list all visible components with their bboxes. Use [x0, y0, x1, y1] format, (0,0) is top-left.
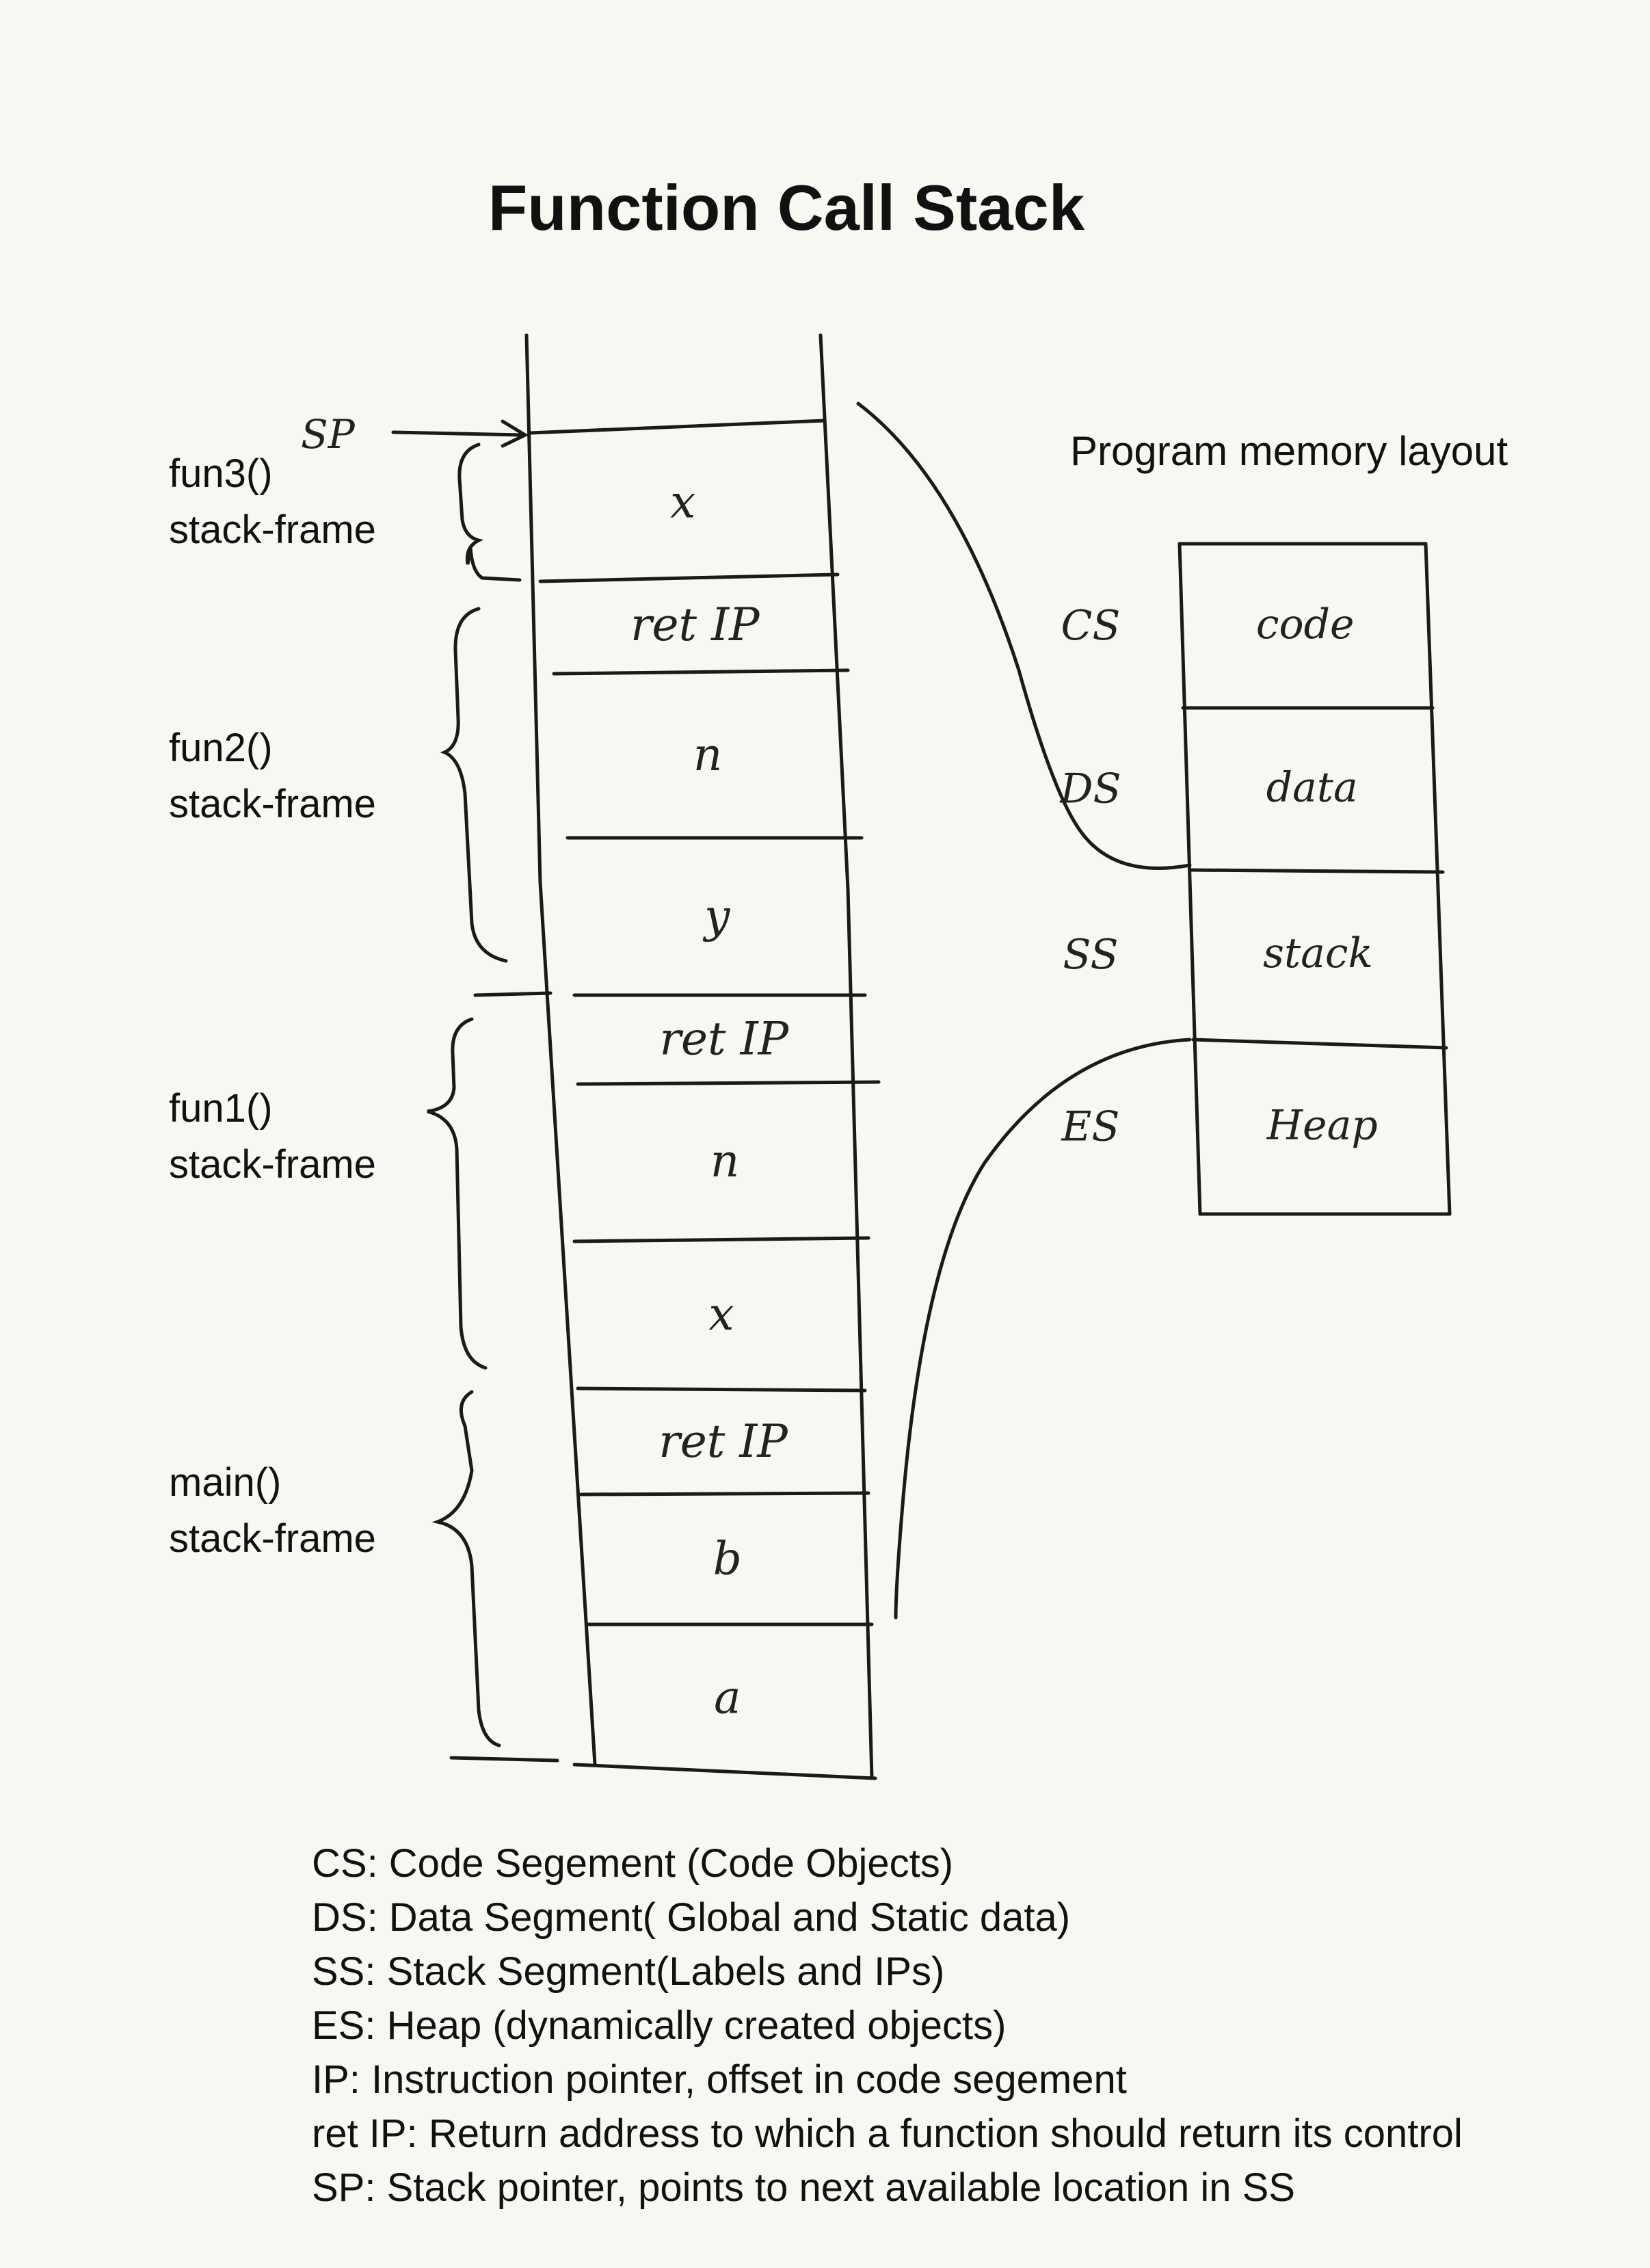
stack-cell-divider — [572, 1236, 870, 1243]
stack-cell-divider — [572, 1763, 877, 1780]
diagram-title: Function Call Stack — [488, 172, 1085, 243]
memory-layout-title: Program memory layout — [1070, 428, 1508, 474]
memory-segment-content: data — [1266, 764, 1358, 812]
memory-segment-content: code — [1256, 601, 1355, 648]
legend-line: ES: Heap (dynamically created objects) — [312, 2003, 1007, 2048]
legend-line: DS: Data Segment( Global and Static data… — [312, 1895, 1071, 1940]
legend-line: SP: Stack pointer, points to next availa… — [312, 2165, 1295, 2210]
brace-main — [431, 1390, 501, 1748]
memory-left-wall — [1177, 542, 1202, 1216]
frame-label-fun3: fun3() stack-frame — [169, 446, 376, 558]
stack-cell-value: ret IP — [630, 598, 760, 651]
frame-label-fun1: fun1() stack-frame — [169, 1081, 376, 1193]
legend-line: SS: Stack Segment(Labels and IPs) — [312, 1949, 945, 1994]
memory-segment-label: ES — [1061, 1103, 1120, 1151]
connector-bottom — [894, 1038, 1192, 1620]
memory-right-wall — [1424, 542, 1452, 1216]
stack-cell-value: x — [708, 1288, 734, 1341]
stack-cell-value: n — [710, 1135, 740, 1187]
frame-sub: stack-frame — [169, 782, 376, 826]
legend-line: ret IP: Return address to which a functi… — [312, 2111, 1463, 2156]
stack-cell-value: ret IP — [658, 1415, 788, 1468]
frame-label-fun2: fun2() stack-frame — [169, 720, 376, 832]
legend-line: CS: Code Segement (Code Objects) — [312, 1841, 954, 1886]
brace-fun2 — [440, 607, 508, 963]
sp-label: SP — [301, 411, 356, 458]
legend: CS: Code Segement (Code Objects) DS: Data… — [312, 1836, 1463, 2215]
brace-fun1 — [427, 1017, 488, 1370]
stack-cell-value: ret IP — [659, 1012, 789, 1065]
frame-name: fun1() — [169, 1086, 273, 1131]
frame-name: main() — [169, 1460, 282, 1505]
stack-cell-divider — [576, 1386, 867, 1393]
frame-name: fun3() — [169, 451, 273, 496]
frame-sub: stack-frame — [169, 1516, 376, 1561]
stack-cell-divider — [576, 1080, 881, 1086]
stack-cell-value: x — [670, 476, 695, 529]
brace-fun3 — [457, 443, 522, 582]
frame-name: fun2() — [169, 726, 273, 770]
memory-segment-label: CS — [1061, 602, 1120, 650]
stack-cell-divider — [528, 419, 826, 435]
frame-label-main: main() stack-frame — [169, 1455, 376, 1567]
stack-cell-value: a — [714, 1672, 741, 1724]
stack-cell-value: y — [702, 890, 730, 942]
stack-right-wall — [819, 333, 874, 1780]
frame-sub: stack-frame — [169, 1142, 376, 1187]
memory-divider — [1191, 1038, 1448, 1050]
stack-cell-divider — [579, 1491, 870, 1496]
memory-segment-content: Heap — [1266, 1102, 1378, 1150]
stack-cell-value: b — [713, 1533, 742, 1585]
stack-cell-divider — [552, 668, 850, 676]
stack-left-wall — [524, 333, 597, 1767]
memory-divider — [1188, 868, 1445, 874]
stack-cell-divider — [538, 572, 840, 583]
memory-segment-label: DS — [1059, 765, 1121, 813]
sp-arrow — [391, 430, 525, 437]
connector-top — [856, 401, 1192, 870]
memory-segment-content: stack — [1263, 929, 1373, 977]
frame-sub: stack-frame — [169, 507, 376, 552]
legend-line: IP: Instruction pointer, offset in code … — [312, 2057, 1127, 2102]
stack-cell-value: n — [693, 728, 723, 781]
memory-segment-label: SS — [1063, 931, 1118, 979]
